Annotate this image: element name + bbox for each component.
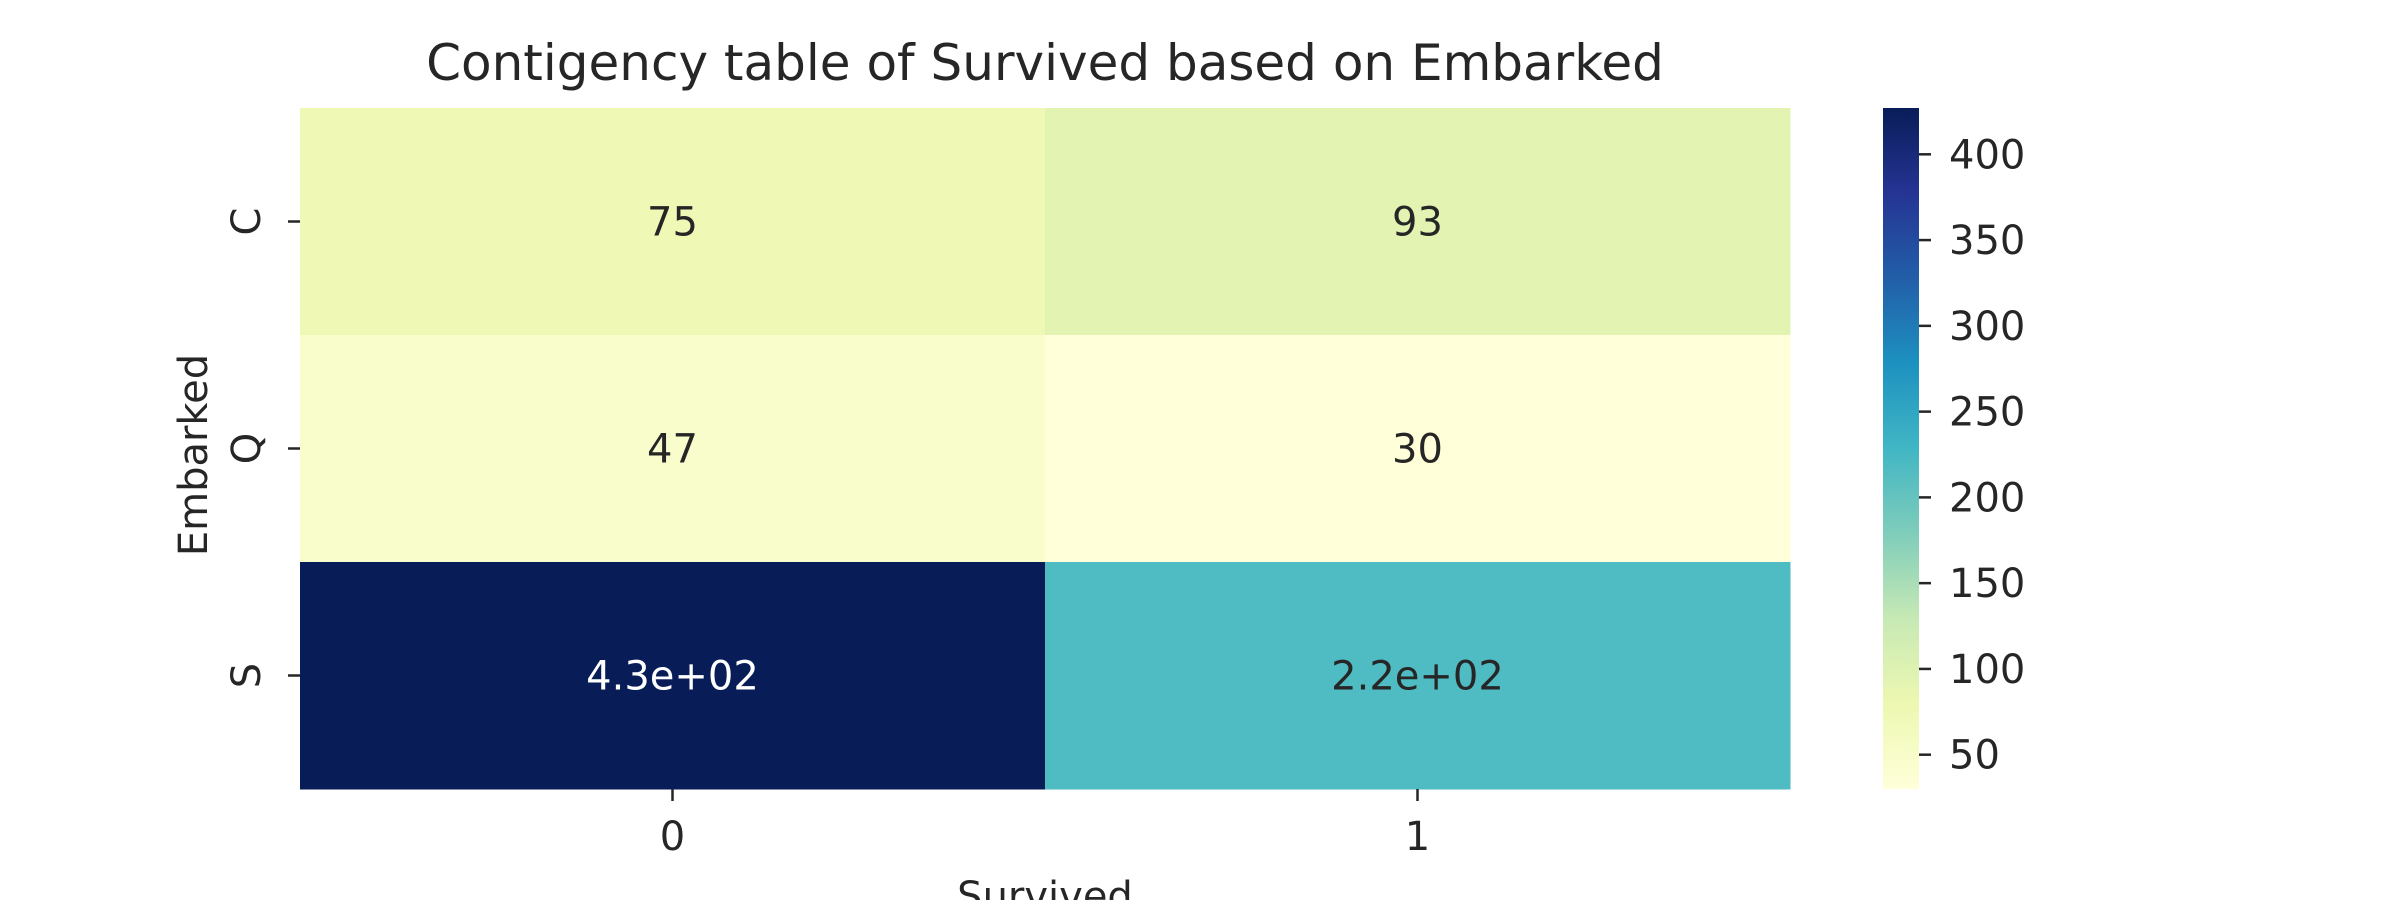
colorbar-tick-label: 100	[1949, 647, 2025, 693]
y-tick-label: C	[224, 208, 270, 236]
heatmap-cell	[300, 108, 1046, 336]
colorbar-tick-label: 400	[1949, 132, 2025, 178]
colorbar-tick-label: 50	[1949, 733, 2000, 779]
cell-value-label: 4.3e+02	[586, 654, 759, 700]
heatmap-cell	[1045, 335, 1791, 563]
colorbar-tick-label: 300	[1949, 304, 2025, 350]
cell-value-label: 30	[1392, 427, 1443, 473]
y-tick-labels: C Q S	[224, 208, 300, 688]
colorbar-tick-label: 250	[1949, 390, 2025, 436]
chart-title: Contigency table of Survived based on Em…	[426, 34, 1664, 92]
y-axis-label: Embarked	[171, 354, 217, 556]
colorbar: 50 100 150 200 250 300 350 400	[1883, 108, 2025, 789]
y-tick-label: Q	[224, 433, 270, 464]
x-axis-label: Survived	[957, 874, 1133, 900]
y-tick-label: S	[224, 663, 270, 688]
heatmap-cell	[300, 562, 1046, 790]
colorbar-tick-label: 350	[1949, 218, 2025, 264]
colorbar-tick-label: 150	[1949, 561, 2025, 607]
x-tick-label: 0	[660, 814, 685, 860]
colorbar-gradient	[1883, 108, 1919, 789]
heatmap-cells: 75 93 47 30 4.3e+02 2.2e+02	[300, 108, 1791, 790]
cell-value-label: 93	[1392, 200, 1443, 246]
cell-value-label: 75	[647, 200, 698, 246]
heatmap-cell	[1045, 562, 1791, 790]
heatmap-cell	[300, 335, 1046, 563]
heatmap-cell	[1045, 108, 1791, 336]
colorbar-tick-label: 200	[1949, 475, 2025, 521]
x-tick-label: 1	[1405, 814, 1430, 860]
cell-value-label: 47	[647, 427, 698, 473]
cell-value-label: 2.2e+02	[1331, 654, 1504, 700]
